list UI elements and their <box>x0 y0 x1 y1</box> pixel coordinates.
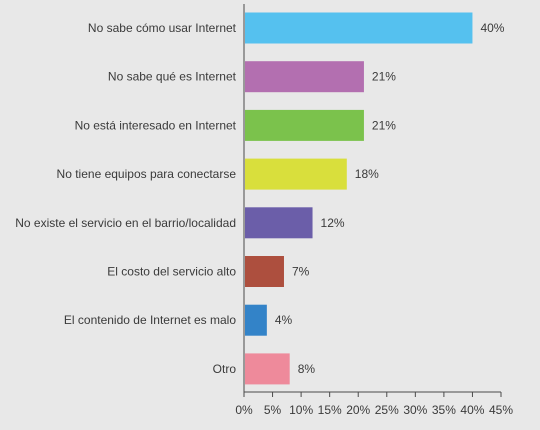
x-tick-label-35: 35% <box>432 403 456 417</box>
value-label-8: 8% <box>298 362 316 376</box>
x-tick-label-0: 0% <box>235 403 253 417</box>
bars-layer <box>245 12 473 385</box>
x-tick-label-45: 45% <box>489 403 513 417</box>
x-tick-label-5: 5% <box>264 403 282 417</box>
bar-1 <box>245 12 473 44</box>
bar-5 <box>245 207 313 239</box>
bar-4 <box>245 158 347 190</box>
value-label-5: 12% <box>321 216 345 230</box>
category-label-6: El costo del servicio alto <box>107 265 236 279</box>
category-label-4: No tiene equipos para conectarse <box>57 167 237 181</box>
x-tick-label-25: 25% <box>375 403 399 417</box>
value-label-3: 21% <box>372 118 396 132</box>
bar-3 <box>245 109 364 141</box>
x-tick-label-10: 10% <box>289 403 313 417</box>
category-label-5: No existe el servicio en el barrio/local… <box>15 216 236 230</box>
category-label-3: No está interesado en Internet <box>75 118 237 132</box>
x-tick-label-15: 15% <box>318 403 342 417</box>
bar-8 <box>245 353 290 385</box>
x-tick-label-30: 30% <box>403 403 427 417</box>
bar-2 <box>245 61 364 93</box>
x-tick-label-40: 40% <box>460 403 484 417</box>
labels-layer: No sabe cómo usar Internet 40% No sabe qué… <box>15 21 505 376</box>
category-label-8: Otro <box>213 362 237 376</box>
category-label-1: No sabe cómo usar Internet <box>88 21 237 35</box>
category-label-2: No sabe qué es Internet <box>108 70 237 84</box>
value-label-1: 40% <box>480 21 504 35</box>
value-label-2: 21% <box>372 70 396 84</box>
x-tick-label-20: 20% <box>346 403 370 417</box>
value-label-6: 7% <box>292 265 310 279</box>
bar-7 <box>245 304 267 336</box>
value-label-4: 18% <box>355 167 379 181</box>
bar-6 <box>245 256 284 287</box>
category-label-7: El contenido de Internet es malo <box>64 313 236 327</box>
value-label-7: 4% <box>275 313 293 327</box>
x-axis: 0% 5% 10% 15% 20% 25% 30% 35% 40% 45% <box>235 4 513 417</box>
